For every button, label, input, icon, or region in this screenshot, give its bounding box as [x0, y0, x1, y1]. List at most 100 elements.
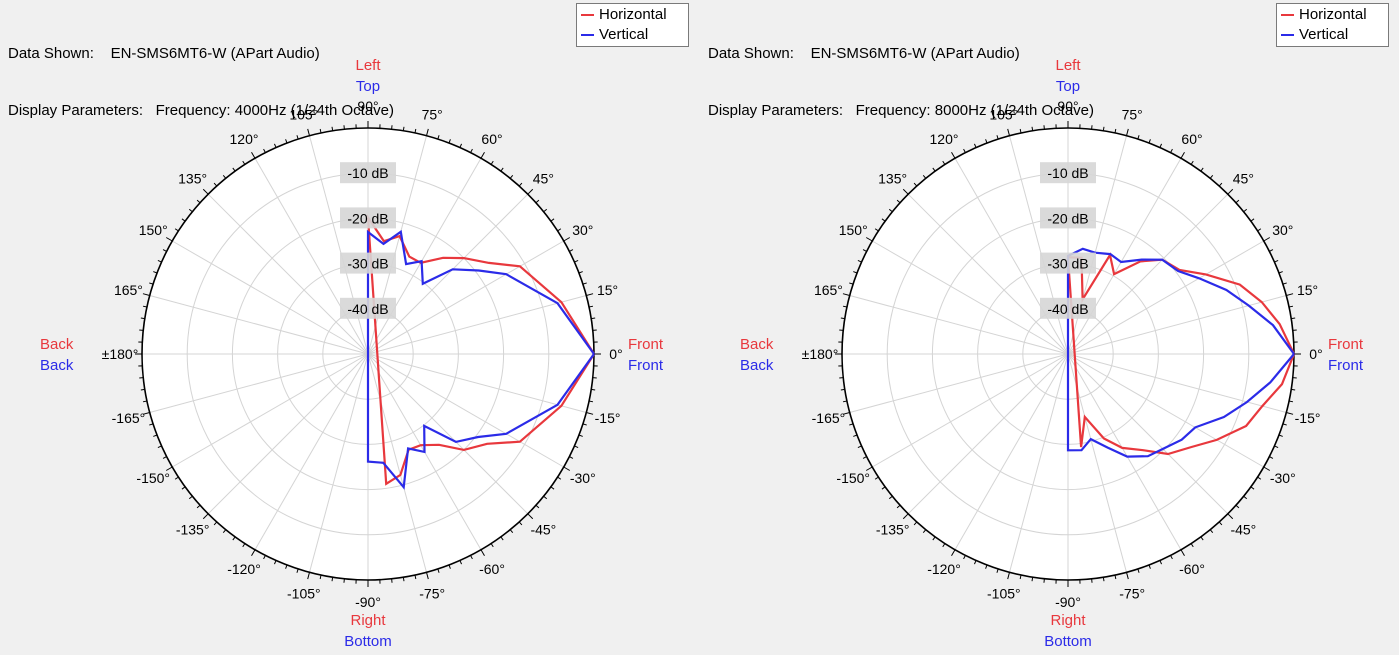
side-label-front-horizontal: Front	[1328, 336, 1364, 353]
side-label-back-vertical: Back	[740, 357, 774, 374]
legend-label-horizontal: Horizontal	[599, 6, 667, 23]
legend-label-vertical: Vertical	[1299, 26, 1349, 43]
angle-tick	[1126, 572, 1129, 580]
legend-item-vertical[interactable]: Vertical	[1281, 25, 1384, 45]
db-label-background	[340, 162, 396, 184]
angle-tick	[586, 293, 594, 296]
angle-tick	[480, 151, 485, 159]
db-label: -30 dB	[1047, 256, 1088, 272]
side-label-front-horizontal: Front	[628, 336, 664, 353]
legend-item-horizontal[interactable]: Horizontal	[1281, 5, 1384, 25]
grid-spoke	[149, 353, 369, 413]
angle-label: 150°	[839, 222, 868, 238]
angle-tick	[202, 513, 209, 520]
angle-tick	[1286, 293, 1294, 296]
side-label-front-vertical: Front	[628, 357, 664, 374]
angle-tick	[307, 572, 310, 580]
angle-label: -15°	[595, 410, 621, 426]
grid-spoke	[872, 353, 1069, 468]
display-parameters-value: Frequency: 4000Hz (1/24th Octave)	[155, 102, 395, 119]
grid-spoke	[1067, 353, 1229, 515]
angle-label: ±180°	[102, 346, 139, 362]
grid-spoke	[254, 353, 369, 550]
legend-swatch-vertical	[581, 34, 594, 36]
angle-tick	[165, 466, 173, 471]
angle-label: -45°	[1230, 521, 1256, 537]
angle-label: ±180°	[802, 346, 839, 362]
angle-tick	[951, 151, 956, 159]
db-label-background	[340, 252, 396, 274]
grid-spoke	[1067, 353, 1182, 550]
angle-tick	[1126, 128, 1129, 136]
display-parameters-value: Frequency: 8000Hz (1/24th Octave)	[855, 102, 1095, 119]
grid-spoke	[367, 193, 529, 355]
grid-spoke	[207, 353, 369, 515]
angle-tick	[426, 572, 429, 580]
legend-label-horizontal: Horizontal	[1299, 6, 1367, 23]
angle-label: 75°	[422, 106, 443, 122]
angle-label: 90°	[357, 98, 378, 114]
angle-label: -30°	[570, 470, 596, 486]
db-label: -40 dB	[1047, 301, 1088, 317]
angle-tick	[165, 237, 173, 242]
grid-spoke	[1067, 353, 1287, 413]
db-label-background	[1040, 207, 1096, 229]
grid-spoke	[954, 353, 1069, 550]
grid-spoke	[907, 193, 1069, 355]
side-label-front-vertical: Front	[1328, 357, 1364, 374]
legend-item-horizontal[interactable]: Horizontal	[581, 5, 684, 25]
grid-spoke	[309, 353, 369, 573]
angle-label: 135°	[878, 171, 907, 187]
db-label: -10 dB	[1047, 165, 1088, 181]
grid-spoke	[207, 193, 369, 355]
angle-tick	[563, 466, 571, 471]
angle-label: -165°	[812, 410, 846, 426]
db-label-background	[1040, 297, 1096, 319]
legend-item-vertical[interactable]: Vertical	[581, 25, 684, 45]
angle-tick	[842, 293, 850, 296]
angle-tick	[842, 412, 850, 415]
grid-spoke	[254, 158, 369, 355]
angle-label: -30°	[1270, 470, 1296, 486]
angle-tick	[1263, 237, 1271, 242]
angle-label: 150°	[139, 222, 168, 238]
grid-spoke	[1067, 240, 1264, 355]
angle-label: 105°	[989, 106, 1018, 122]
angle-label: 60°	[1181, 131, 1202, 147]
angle-tick	[480, 549, 485, 557]
side-label-bottom: Bottom	[1044, 633, 1092, 650]
grid-spoke	[872, 240, 1069, 355]
data-shown-label: Data Shown:	[708, 45, 794, 62]
data-shown-row: Data Shown: EN-SMS6MT6-W (APart Audio)	[8, 44, 394, 63]
angle-tick	[1007, 128, 1010, 136]
db-label-background	[340, 207, 396, 229]
angle-tick	[1180, 549, 1185, 557]
angle-tick	[902, 513, 909, 520]
grid-spoke	[367, 353, 529, 515]
angle-tick	[1007, 572, 1010, 580]
angle-tick	[586, 412, 594, 415]
angle-label: -120°	[927, 561, 961, 577]
grid-spoke	[367, 353, 427, 573]
angle-label: -75°	[1119, 586, 1145, 602]
legend-swatch-horizontal	[581, 14, 594, 16]
angle-tick	[251, 151, 256, 159]
angle-tick	[865, 237, 873, 242]
angle-tick	[1286, 412, 1294, 415]
angle-tick	[527, 188, 534, 195]
angle-label: -75°	[419, 586, 445, 602]
grid-spoke	[1067, 353, 1264, 468]
polar-chart-4000hz: Data Shown: EN-SMS6MT6-W (APart Audio) D…	[0, 0, 699, 655]
side-label-top: Top	[1056, 78, 1080, 95]
angle-label: 45°	[1233, 171, 1254, 187]
angle-label: 90°	[1057, 98, 1078, 114]
angle-label: -135°	[176, 521, 210, 537]
angle-label: -165°	[112, 410, 146, 426]
data-shown-value: EN-SMS6MT6-W (APart Audio)	[110, 45, 320, 62]
angle-label: -90°	[1055, 594, 1081, 610]
angle-tick	[1180, 151, 1185, 159]
angle-label: -105°	[987, 586, 1021, 602]
angle-label: -60°	[1179, 561, 1205, 577]
chart-legend: Horizontal Vertical	[1276, 3, 1389, 47]
display-parameters-row: Display Parameters: Frequency: 4000Hz (1…	[8, 101, 394, 120]
